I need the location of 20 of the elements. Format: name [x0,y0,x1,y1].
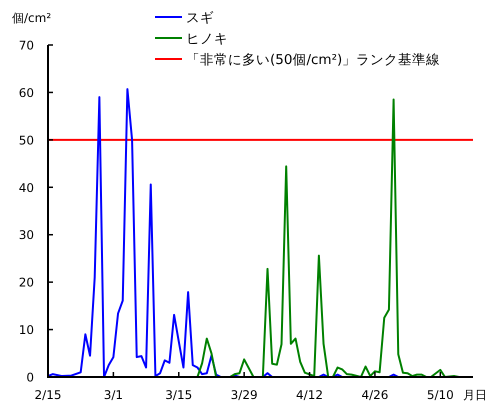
y-tick-label: 10 [18,323,34,338]
y-axis-title: 個/cm² [12,11,52,25]
x-tick-label: 3/29 [230,388,258,402]
y-tick-label: 50 [18,133,34,148]
x-tick-label: 5/10 [426,388,454,402]
x-tick-label: 3/1 [104,388,124,402]
x-tick-label: 3/15 [165,388,192,402]
legend-label: ヒノキ [186,31,228,47]
x-tick-label: 4/12 [296,388,324,402]
legend-label: スギ [186,10,214,26]
x-tick-label: 2/15 [34,388,62,402]
x-tick-label: 4/26 [361,388,388,402]
x-axis-title: 月日 [463,388,487,402]
y-tick-label: 30 [18,228,34,242]
y-tick-label: 0 [26,370,34,384]
y-tick-label: 20 [18,276,34,290]
y-tick-label: 40 [18,180,34,195]
y-tick-label: 60 [18,86,34,100]
legend-label: 「非常に多い(50個/cm²)」ランク基準線 [186,52,440,68]
y-tick-label: 70 [18,38,34,52]
